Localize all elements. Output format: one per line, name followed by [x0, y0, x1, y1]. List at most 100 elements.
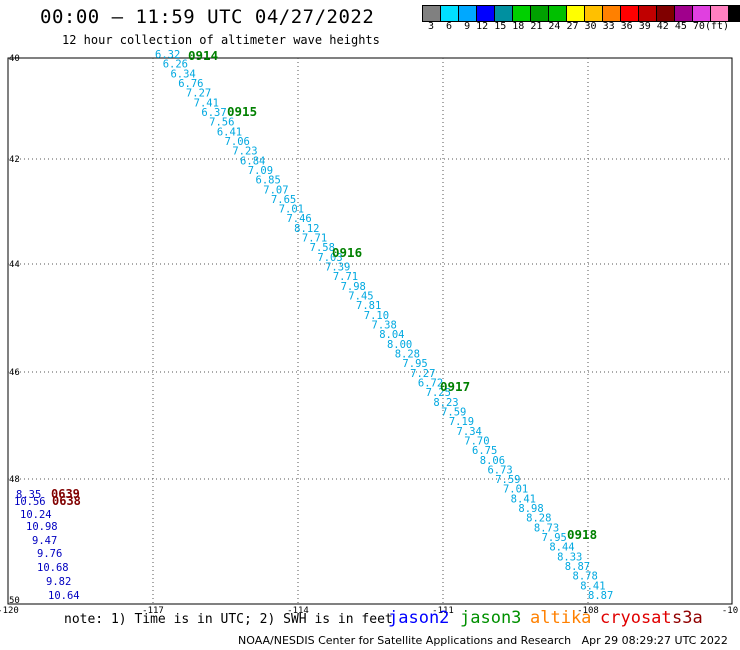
- jason3-swh-value: 7.71: [333, 271, 358, 283]
- jason3-swh-value: 7.06: [225, 136, 250, 148]
- jason3-swh-value: 8.41: [511, 493, 536, 505]
- color-scale-bar: [422, 5, 740, 22]
- jason3-swh-value: 7.38: [372, 320, 397, 332]
- jason3-swh-value: 7.70: [464, 435, 489, 447]
- jason3-swh-value: 6.75: [472, 445, 497, 457]
- jason3-swh-value: 7.95: [402, 358, 427, 370]
- jason2-swh-value: 9.82: [46, 576, 71, 588]
- color-swatch: [620, 5, 638, 22]
- jason2-swh-value: 10.24: [20, 509, 52, 521]
- jason3-swh-value: 7.19: [449, 416, 474, 428]
- pass-time-label: 0918: [567, 527, 597, 542]
- jason3-swh-value: 8.04: [379, 329, 404, 341]
- jason3-swh-value: 7.81: [356, 300, 381, 312]
- jason3-swh-value: 7.56: [209, 117, 234, 129]
- jason3-swh-value: 8.06: [480, 455, 505, 467]
- page-title: 00:00 — 11:59 UTC 04/27/2022: [40, 6, 375, 28]
- pass-time-label: 0914: [188, 48, 218, 63]
- jason3-swh-value: 8.33: [557, 551, 582, 563]
- jason2-swh-value: 8.35: [16, 489, 41, 501]
- jason3-swh-value: 6.32: [155, 49, 180, 61]
- color-swatch: [422, 5, 440, 22]
- jason3-swh-value: 7.41: [194, 97, 219, 109]
- lon-tick-label: -120: [0, 606, 19, 616]
- jason3-swh-value: 8.44: [549, 542, 574, 554]
- jason3-swh-value: 7.09: [248, 165, 273, 177]
- jason3-swh-value: 8.98: [518, 503, 543, 515]
- jason3-swh-value: 6.76: [178, 78, 203, 90]
- jason3-swh-value: 8.73: [534, 522, 559, 534]
- color-swatch: [440, 5, 458, 22]
- jason3-swh-value: 6.73: [487, 464, 512, 476]
- color-swatch: [512, 5, 530, 22]
- lon-tick-label: -111: [432, 606, 454, 616]
- jason3-swh-value: 7.71: [302, 233, 327, 245]
- page-subtitle: 12 hour collection of altimeter wave hei…: [62, 33, 380, 47]
- legend-item-jason3: jason3: [460, 608, 522, 628]
- lon-tick-label: -108: [577, 606, 599, 616]
- jason2-swh-value: 10.98: [26, 521, 58, 533]
- legend-item-s3a: s3a: [672, 608, 703, 628]
- credit-footer: NOAA/NESDIS Center for Satellite Applica…: [238, 634, 728, 647]
- footnote: note: 1) Time is in UTC; 2) SWH is in fe…: [64, 612, 393, 627]
- jason3-swh-value: 7.58: [310, 242, 335, 254]
- jason3-swh-value: 8.87: [565, 561, 590, 573]
- jason3-swh-value: 8.00: [387, 339, 412, 351]
- jason3-swh-value: 6.41: [217, 126, 242, 138]
- jason3-swh-value: 7.98: [341, 281, 366, 293]
- lat-tick-label: 40: [9, 54, 20, 64]
- pass-time-label: 0916: [332, 245, 362, 260]
- legend-item-cryosat: cryosat: [600, 608, 672, 628]
- color-scale-unit: (ft): [705, 21, 730, 32]
- jason3-swh-value: 7.45: [348, 291, 373, 303]
- jason3-swh-value: 7.95: [542, 532, 567, 544]
- jason3-swh-value: 7.03: [317, 252, 342, 264]
- pass-time-label: 0915: [227, 104, 257, 119]
- color-swatch: [710, 5, 728, 22]
- jason3-swh-value: 6.72: [418, 377, 443, 389]
- jason3-swh-value: 8.12: [294, 223, 319, 235]
- jason3-swh-value: 7.23: [232, 146, 257, 158]
- jason3-swh-value: 6.37: [201, 107, 226, 119]
- jason3-swh-value: 8.78: [573, 571, 598, 583]
- color-swatch: [494, 5, 512, 22]
- color-swatch: [656, 5, 674, 22]
- lat-tick-label: 44: [9, 260, 20, 270]
- jason2-swh-value: 10.68: [37, 562, 69, 574]
- color-scale-labels: 3 6 9 12 15 18 21 24 27 30 33 36 39 42 4…: [428, 21, 705, 32]
- jason2-swh-value: 10.56: [14, 496, 46, 508]
- color-swatch: [692, 5, 710, 22]
- jason3-swh-value: 7.27: [410, 368, 435, 380]
- lat-tick-label: 48: [9, 475, 20, 485]
- jason3-swh-value: 7.59: [495, 474, 520, 486]
- legend-item-jason2: jason2: [388, 608, 450, 628]
- jason2-swh-value: 9.76: [37, 548, 62, 560]
- jason3-swh-value: 8.87: [588, 590, 613, 602]
- cryosat-pass-time: 0638: [52, 494, 81, 508]
- jason3-swh-value: 7.65: [271, 194, 296, 206]
- color-swatch: [602, 5, 620, 22]
- lon-tick-label: -10: [722, 606, 738, 616]
- jason3-swh-value: 7.59: [441, 406, 466, 418]
- jason3-swh-value: 6.26: [163, 59, 188, 71]
- lon-tick-label: -114: [287, 606, 309, 616]
- jason3-swh-value: 8.28: [526, 513, 551, 525]
- jason3-swh-value: 7.46: [286, 213, 311, 225]
- color-swatch: [530, 5, 548, 22]
- lat-tick-label: 42: [9, 155, 20, 165]
- jason3-swh-value: 7.07: [263, 184, 288, 196]
- color-swatch: [638, 5, 656, 22]
- plot-frame: [7, 57, 733, 605]
- jason3-swh-value: 7.39: [325, 262, 350, 274]
- color-swatch: [674, 5, 692, 22]
- lat-tick-label: 50: [9, 596, 20, 606]
- cryosat-pass-time: 0639: [51, 487, 80, 501]
- jason2-swh-value: 10.64: [48, 590, 80, 602]
- color-swatch: [728, 5, 740, 22]
- jason3-swh-value: 6.85: [256, 175, 281, 187]
- jason3-swh-value: 7.10: [364, 310, 389, 322]
- color-swatch: [548, 5, 566, 22]
- pass-time-label: 0917: [440, 379, 470, 394]
